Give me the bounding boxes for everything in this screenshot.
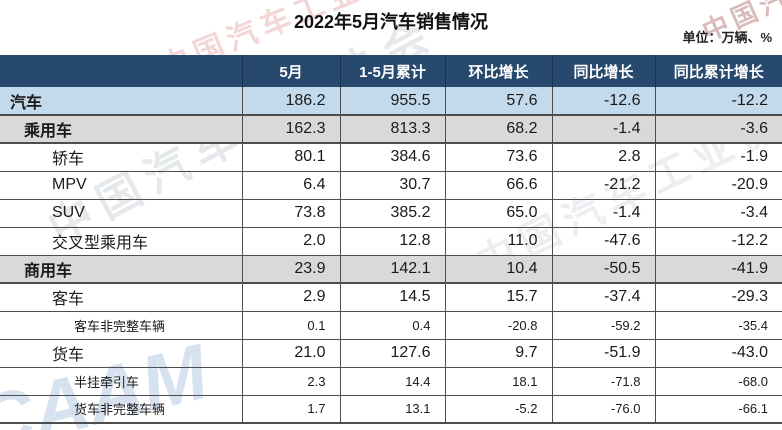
value-cell: -35.4 — [654, 311, 782, 340]
row-label: 货车非完整车辆 — [0, 395, 242, 424]
header-cell: 环比增长 — [444, 55, 552, 87]
value-cell: 57.6 — [444, 87, 552, 116]
row-label: 商用车 — [0, 255, 242, 284]
row-label: MPV — [0, 171, 242, 200]
value-cell: 15.7 — [444, 283, 552, 312]
value-cell: -3.4 — [654, 199, 782, 228]
table-row: 半挂牵引车 2.3 14.4 18.1 -71.8 -68.0 — [0, 367, 782, 396]
value-cell: 80.1 — [241, 143, 340, 172]
row-label: 货车 — [0, 339, 242, 368]
table-row: SUV 73.8 385.2 65.0 -1.4 -3.4 — [0, 199, 782, 228]
value-cell: -12.2 — [654, 87, 782, 116]
value-cell: 73.6 — [444, 143, 552, 172]
value-cell: 11.0 — [444, 227, 552, 256]
value-cell: 73.8 — [241, 199, 340, 228]
value-cell: 2.0 — [241, 227, 340, 256]
value-cell: 0.4 — [339, 311, 445, 340]
value-cell: -68.0 — [654, 367, 782, 396]
value-cell: -51.9 — [551, 339, 655, 368]
value-cell: 14.5 — [339, 283, 445, 312]
value-cell: -20.9 — [654, 171, 782, 200]
value-cell: 6.4 — [241, 171, 340, 200]
value-cell: -43.0 — [654, 339, 782, 368]
row-label: 交叉型乘用车 — [0, 227, 242, 256]
value-cell: -29.3 — [654, 283, 782, 312]
value-cell: 12.8 — [339, 227, 445, 256]
value-cell: 30.7 — [339, 171, 445, 200]
value-cell: 66.6 — [444, 171, 552, 200]
table-row: MPV 6.4 30.7 66.6 -21.2 -20.9 — [0, 171, 782, 200]
value-cell: 21.0 — [241, 339, 340, 368]
table-row: 货车 21.0 127.6 9.7 -51.9 -43.0 — [0, 339, 782, 368]
value-cell: 813.3 — [339, 115, 445, 144]
unit-note: 单位：万辆、% — [682, 30, 772, 45]
header-row: 5月 1-5月累计 环比增长 同比增长 同比累计增长 — [0, 55, 782, 87]
value-cell: -66.1 — [654, 395, 782, 424]
value-cell: 1.7 — [241, 395, 340, 424]
value-cell: 142.1 — [339, 255, 445, 284]
value-cell: 68.2 — [444, 115, 552, 144]
value-cell: 14.4 — [339, 367, 445, 396]
value-cell: -1.4 — [551, 199, 655, 228]
table-row: 乘用车 162.3 813.3 68.2 -1.4 -3.6 — [0, 115, 782, 144]
row-label: 乘用车 — [0, 115, 242, 144]
header-cell: 5月 — [241, 55, 340, 87]
value-cell: -76.0 — [551, 395, 655, 424]
value-cell: 127.6 — [339, 339, 445, 368]
row-label: 半挂牵引车 — [0, 367, 242, 396]
table-row: 客车 2.9 14.5 15.7 -37.4 -29.3 — [0, 283, 782, 312]
row-label: 客车非完整车辆 — [0, 311, 242, 340]
sales-table: 5月 1-5月累计 环比增长 同比增长 同比累计增长 汽车 186.2 955.5 57.6-… — [0, 55, 782, 424]
value-cell: -20.8 — [444, 311, 552, 340]
value-cell: -12.2 — [654, 227, 782, 256]
value-cell: 955.5 — [339, 87, 445, 116]
header-cell: 同比累计增长 — [654, 55, 782, 87]
value-cell: -1.4 — [551, 115, 655, 144]
value-cell: -5.2 — [444, 395, 552, 424]
value-cell: -41.9 — [654, 255, 782, 284]
value-cell: 385.2 — [339, 199, 445, 228]
page-title: 2022年5月汽车销售情况 — [293, 12, 489, 32]
header-cell-blank — [0, 55, 242, 87]
value-cell: 384.6 — [339, 143, 445, 172]
sales-table-body: 汽车 186.2 955.5 57.6 -12.6 -12.2 乘用车 162.3 813.3 6… — [0, 87, 782, 424]
value-cell: -71.8 — [551, 367, 655, 396]
header-cell: 同比增长 — [551, 55, 655, 87]
header-cell: 1-5月累计 — [339, 55, 445, 87]
table-row: 客车非完整车辆 0.1 0.4 -20.8 -59.2 -35.4 — [0, 311, 782, 340]
value-cell: 23.9 — [241, 255, 340, 284]
value-cell: 10.4 — [444, 255, 552, 284]
value-cell: -59.2 — [551, 311, 655, 340]
value-cell: -3.6 — [654, 115, 782, 144]
table-row: 货车非完整车辆 1.7 13.1 -5.2 -76.0 -66.1 — [0, 395, 782, 424]
table-row: 轿车 80.1 384.6 73.6 2.8 -1.9 — [0, 143, 782, 172]
value-cell: 0.1 — [241, 311, 340, 340]
value-cell: 2.3 — [241, 367, 340, 396]
value-cell: 13.1 — [339, 395, 445, 424]
value-cell: -12.6 — [551, 87, 655, 116]
row-label: SUV — [0, 199, 242, 228]
value-cell: 9.7 — [444, 339, 552, 368]
value-cell: 186.2 — [241, 87, 340, 116]
value-cell: 18.1 — [444, 367, 552, 396]
value-cell: 162.3 — [241, 115, 340, 144]
value-cell: 2.8 — [551, 143, 655, 172]
value-cell: -47.6 — [551, 227, 655, 256]
value-cell: -1.9 — [654, 143, 782, 172]
table-row: 汽车 186.2 955.5 57.6 -12.6 -12.2 — [0, 87, 782, 116]
value-cell: -50.5 — [551, 255, 655, 284]
value-cell: 65.0 — [444, 199, 552, 228]
table-row: 交叉型乘用车 2.0 12.8 11.0 -47.6 -12.2 — [0, 227, 782, 256]
sales-table-head: 5月 1-5月累计 环比增长 同比增长 同比累计增长 — [0, 55, 782, 87]
row-label: 轿车 — [0, 143, 242, 172]
row-label: 汽车 — [0, 87, 242, 116]
value-cell: -37.4 — [551, 283, 655, 312]
value-cell: -21.2 — [551, 171, 655, 200]
row-label: 客车 — [0, 283, 242, 312]
table-row: 商用车 23.9 142.1 10.4 -50.5 -41.9 — [0, 255, 782, 284]
value-cell: 2.9 — [241, 283, 340, 312]
